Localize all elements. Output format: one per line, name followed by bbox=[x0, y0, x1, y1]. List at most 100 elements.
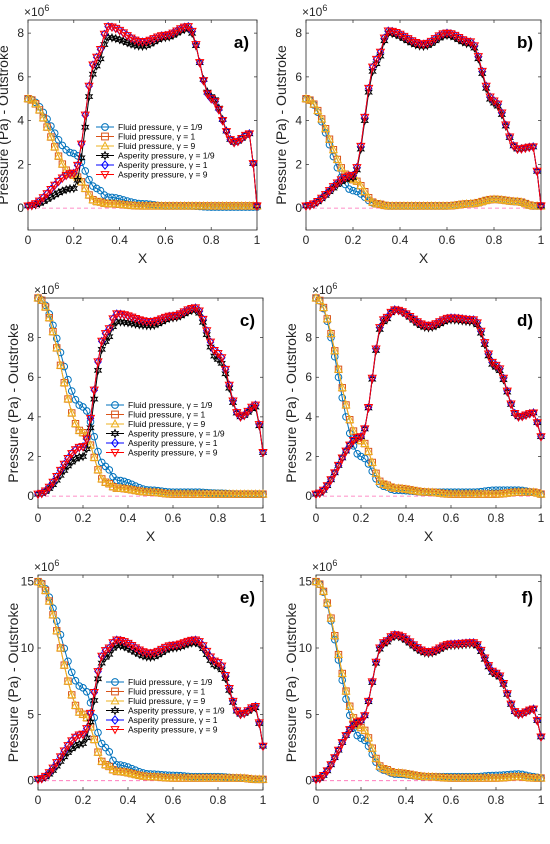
legend-label: Asperity pressure, γ = 1/9 bbox=[118, 151, 215, 161]
data-point bbox=[318, 771, 329, 781]
data-point bbox=[82, 688, 91, 696]
data-point bbox=[412, 318, 422, 327]
data-point bbox=[48, 478, 58, 488]
data-point bbox=[52, 625, 62, 635]
data-point bbox=[221, 368, 230, 379]
legend-marker bbox=[111, 410, 119, 419]
y-tick-label: 4 bbox=[305, 410, 312, 424]
data-point bbox=[337, 739, 347, 748]
data-point bbox=[123, 643, 133, 654]
data-point bbox=[190, 636, 201, 646]
x-tick-label: 0.8 bbox=[210, 793, 227, 807]
y-tick-label: 15 bbox=[21, 575, 35, 589]
data-point bbox=[78, 730, 88, 740]
y-tick-label: 2 bbox=[295, 157, 302, 171]
data-point bbox=[149, 35, 159, 44]
data-point bbox=[405, 638, 415, 647]
data-point bbox=[320, 123, 331, 133]
data-point bbox=[457, 36, 468, 45]
data-point bbox=[258, 449, 268, 458]
legend-marker bbox=[110, 726, 120, 735]
data-point bbox=[59, 460, 69, 470]
y-tick-label: 10 bbox=[299, 641, 313, 655]
data-point bbox=[67, 408, 77, 417]
data-point bbox=[391, 28, 401, 38]
data-point bbox=[59, 747, 69, 757]
data-point bbox=[367, 63, 378, 73]
x-axis-label: X bbox=[424, 528, 434, 544]
data-point bbox=[108, 639, 118, 648]
data-point bbox=[55, 360, 66, 369]
data-point bbox=[363, 732, 374, 742]
data-point bbox=[480, 654, 490, 664]
data-point bbox=[119, 638, 129, 647]
data-point bbox=[93, 668, 103, 677]
y-exponent-label: ×106 bbox=[312, 281, 337, 297]
data-point bbox=[179, 639, 189, 648]
subplot-a: 0 0.2 0.4 0.6 0.8 1 0 2 4 6 8×106 X Pressure (Pa) - … bbox=[0, 3, 262, 266]
data-point bbox=[82, 443, 91, 454]
legend-marker bbox=[100, 150, 110, 161]
data-point bbox=[330, 469, 340, 478]
data-point bbox=[88, 194, 98, 204]
data-point bbox=[247, 403, 257, 413]
data-point bbox=[44, 483, 54, 493]
data-point bbox=[224, 684, 234, 694]
data-point bbox=[356, 717, 366, 727]
legend-marker bbox=[100, 160, 110, 170]
data-point bbox=[477, 67, 487, 77]
data-point bbox=[528, 143, 538, 152]
data-point bbox=[315, 774, 325, 784]
data-point bbox=[85, 440, 96, 449]
data-point bbox=[356, 144, 366, 154]
data-point bbox=[85, 414, 96, 424]
data-point bbox=[111, 24, 121, 34]
data-point bbox=[54, 135, 63, 144]
data-point bbox=[232, 409, 242, 418]
legend-label: Asperity pressure, γ = 9 bbox=[118, 170, 208, 180]
data-point bbox=[367, 678, 377, 687]
legend-marker bbox=[101, 132, 109, 141]
data-point bbox=[210, 98, 220, 107]
data-point bbox=[316, 194, 327, 204]
data-point bbox=[33, 576, 43, 586]
data-point bbox=[328, 144, 339, 154]
series-6 bbox=[311, 631, 546, 785]
data-point bbox=[74, 707, 84, 716]
data-point bbox=[55, 643, 66, 652]
data-point bbox=[326, 328, 336, 338]
data-point bbox=[504, 133, 515, 143]
data-point bbox=[401, 310, 411, 319]
data-point bbox=[48, 764, 58, 774]
data-point bbox=[206, 95, 216, 104]
data-point bbox=[244, 130, 255, 139]
data-point bbox=[67, 737, 77, 746]
data-point bbox=[367, 457, 377, 466]
series-6 bbox=[23, 23, 262, 212]
legend-label: Fluid pressure, γ = 1 bbox=[128, 410, 206, 420]
x-tick-label: 0.4 bbox=[120, 511, 137, 525]
data-point bbox=[84, 91, 94, 102]
data-point bbox=[371, 468, 381, 477]
legend-marker bbox=[111, 678, 119, 686]
series-line bbox=[315, 581, 541, 779]
data-point bbox=[480, 339, 490, 348]
data-point bbox=[378, 316, 389, 325]
data-point bbox=[254, 719, 264, 728]
data-point bbox=[318, 486, 329, 496]
series-6 bbox=[311, 306, 546, 500]
x-tick-label: 1 bbox=[538, 793, 545, 807]
data-point bbox=[532, 419, 542, 428]
series-line bbox=[37, 297, 263, 495]
data-point bbox=[123, 639, 133, 649]
data-point bbox=[96, 53, 105, 64]
y-exponent-label: ×106 bbox=[312, 558, 337, 574]
data-point bbox=[315, 295, 325, 304]
data-point bbox=[372, 58, 381, 69]
x-tick-label: 1 bbox=[260, 793, 267, 807]
data-point bbox=[114, 26, 125, 36]
y-tick-label: 2 bbox=[17, 157, 24, 171]
data-point bbox=[426, 37, 437, 47]
data-point bbox=[52, 473, 62, 482]
